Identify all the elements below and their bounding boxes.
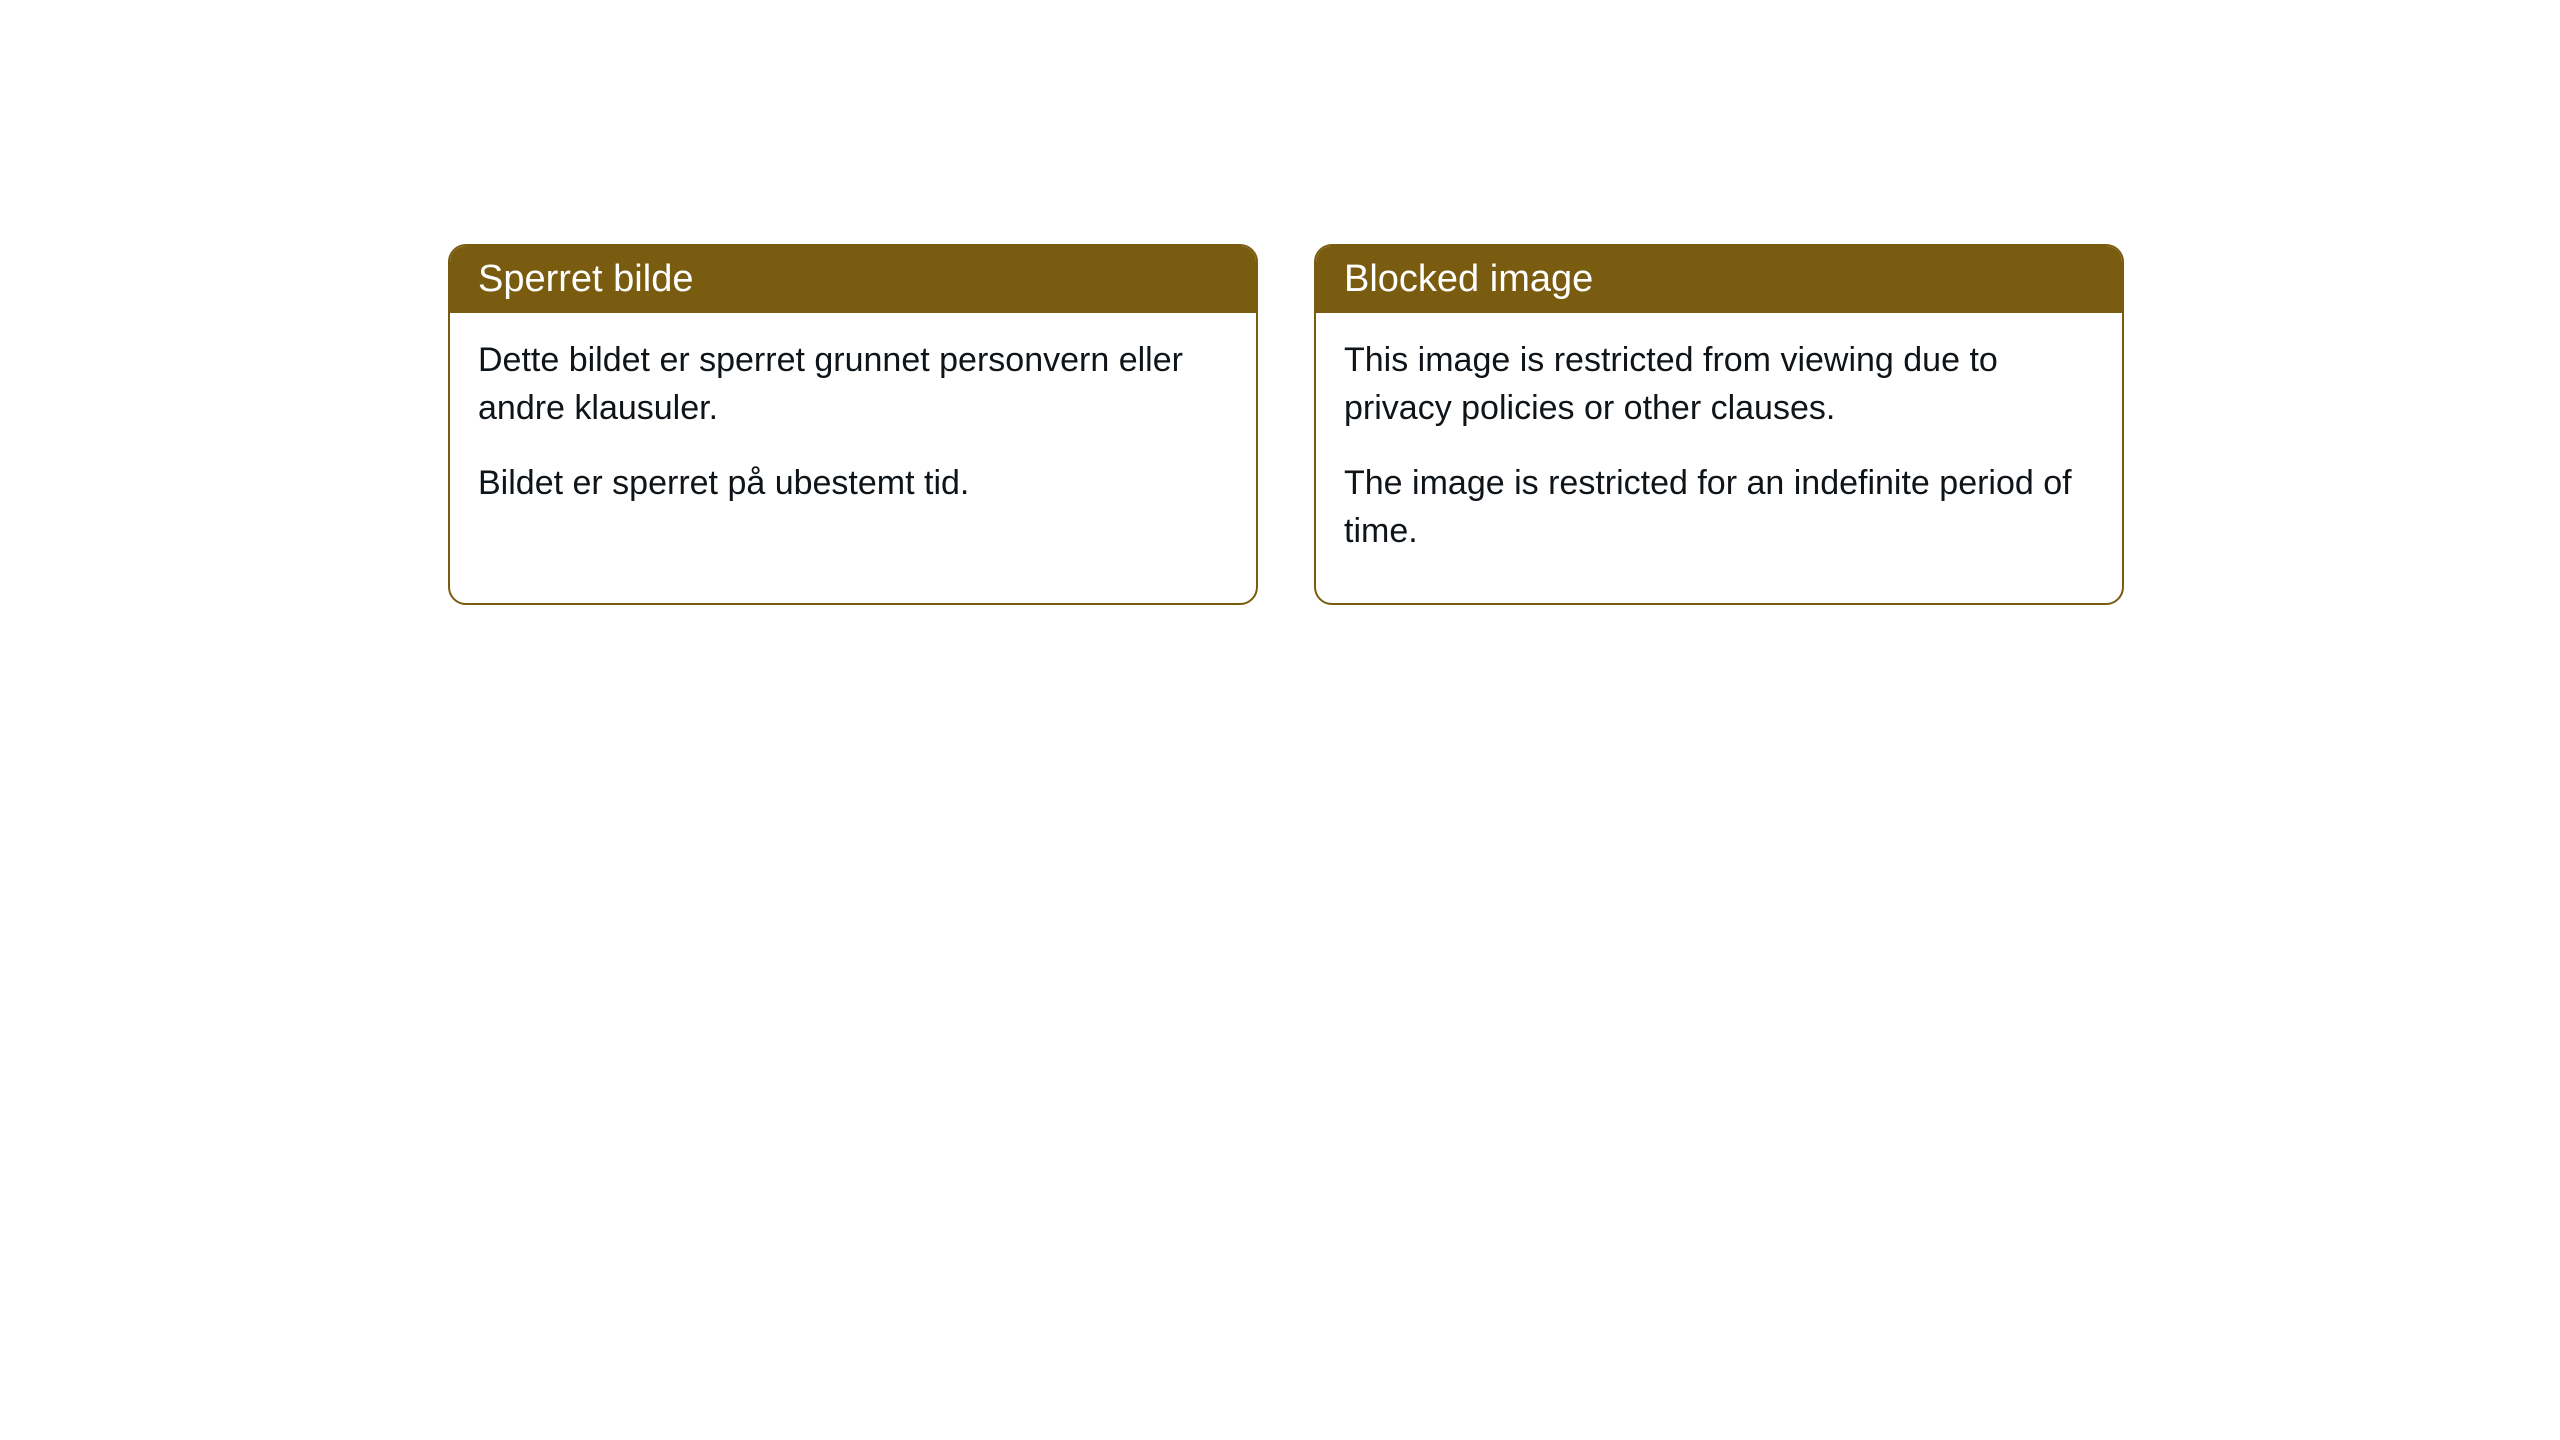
blocked-image-card-norwegian: Sperret bilde Dette bildet er sperret gr… bbox=[448, 244, 1258, 605]
card-header-norwegian: Sperret bilde bbox=[450, 246, 1256, 313]
card-body-norwegian: Dette bildet er sperret grunnet personve… bbox=[450, 313, 1256, 556]
card-paragraph-2: Bildet er sperret på ubestemt tid. bbox=[478, 460, 1228, 508]
blocked-image-notices: Sperret bilde Dette bildet er sperret gr… bbox=[448, 244, 2124, 605]
card-header-english: Blocked image bbox=[1316, 246, 2122, 313]
blocked-image-card-english: Blocked image This image is restricted f… bbox=[1314, 244, 2124, 605]
card-paragraph-2: The image is restricted for an indefinit… bbox=[1344, 460, 2094, 555]
card-title: Blocked image bbox=[1344, 258, 1593, 300]
card-title: Sperret bilde bbox=[478, 258, 693, 300]
card-paragraph-1: Dette bildet er sperret grunnet personve… bbox=[478, 337, 1228, 432]
card-paragraph-1: This image is restricted from viewing du… bbox=[1344, 337, 2094, 432]
card-body-english: This image is restricted from viewing du… bbox=[1316, 313, 2122, 603]
